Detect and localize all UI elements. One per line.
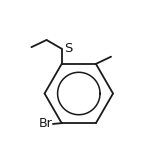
Text: Br: Br — [38, 117, 52, 130]
Text: S: S — [65, 42, 73, 55]
